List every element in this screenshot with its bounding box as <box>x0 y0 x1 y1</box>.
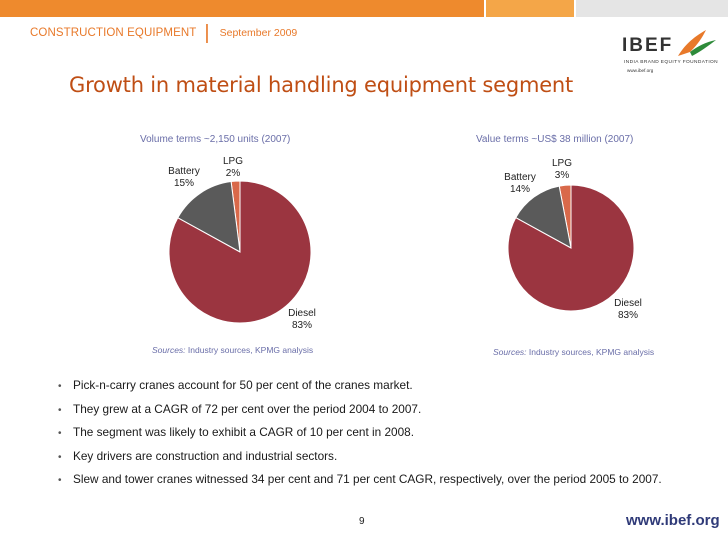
chart1-diesel-value: 83% <box>291 320 312 331</box>
list-item: • Key drivers are construction and indust… <box>58 449 662 463</box>
bullet-dot: • <box>58 451 62 463</box>
header-date: September 2009 <box>219 27 298 39</box>
pie-slice-diesel <box>168 180 312 324</box>
pie-slice-battery <box>177 181 241 253</box>
list-item: • Slew and tower cranes witnessed 34 per … <box>58 472 662 486</box>
chart1-lpg-label: LPG 2% <box>222 156 244 180</box>
chart1-lpg-name: LPG <box>222 156 243 167</box>
ibef-logo: IBEF INDIA BRAND EQUITY FOUNDATION www.i… <box>596 24 721 82</box>
chart1-source: Sources: Industry sources, KPMG analysis <box>152 345 313 355</box>
top-color-bar <box>0 0 728 17</box>
page-title: Growth in material handling equipment se… <box>69 73 574 97</box>
top-bar-light-orange <box>486 0 574 17</box>
header-separator: | <box>204 22 210 44</box>
chart2-source-text: Industry sources, KPMG analysis <box>528 347 655 357</box>
chart2-battery-name: Battery <box>504 172 536 183</box>
bullet-dot: • <box>58 475 62 487</box>
bullet-dot: • <box>58 428 62 440</box>
chart2-diesel-label: Diesel 83% <box>608 298 648 322</box>
chart2-battery-label: Battery 14% <box>499 172 541 196</box>
pie-slice-diesel <box>507 184 635 312</box>
pie-slice-battery <box>515 185 572 249</box>
chart1-diesel-label: Diesel 83% <box>282 308 322 332</box>
list-item: • Pick-n-carry cranes account for 50 per … <box>58 378 662 392</box>
footer-url[interactable]: www.ibef.org <box>626 512 720 529</box>
chart2-source: Sources: Industry sources, KPMG analysis <box>493 347 654 357</box>
chart1-battery-value: 15% <box>173 178 194 189</box>
header-category: CONSTRUCTION EQUIPMENT <box>30 27 197 39</box>
chart1-battery-label: Battery 15% <box>163 166 205 190</box>
logo-tagline: INDIA BRAND EQUITY FOUNDATION <box>624 60 719 65</box>
chart1-title: Volume terms ~2,150 units (2007) <box>140 134 291 145</box>
bullet-text: Pick-n-carry cranes account for 50 per c… <box>73 378 413 392</box>
bullet-list: • Pick-n-carry cranes account for 50 per … <box>58 378 662 496</box>
chart1-battery-name: Battery <box>168 166 200 177</box>
chart2-battery-value: 14% <box>509 184 530 195</box>
chart2-pie <box>507 184 635 312</box>
chart2-diesel-value: 83% <box>617 310 638 321</box>
chart2-title: Value terms ~US$ 38 million (2007) <box>476 134 634 145</box>
list-item: • The segment was likely to exhibit a CAG… <box>58 425 662 439</box>
chart1-pie <box>168 180 312 324</box>
top-bar-orange <box>0 0 484 17</box>
bullet-text: Key drivers are construction and industr… <box>73 448 338 463</box>
bullet-text: Slew and tower cranes witnessed 34 per c… <box>73 472 662 487</box>
chart1-lpg-value: 2% <box>225 168 241 179</box>
chart2-lpg-label: LPG 3% <box>550 158 574 182</box>
chart1-source-text: Industry sources, KPMG analysis <box>187 345 314 355</box>
logo-url: www.ibef.org <box>627 68 654 73</box>
bullet-text: They grew at a CAGR of 72 per cent over … <box>73 401 422 416</box>
chart2-lpg-name: LPG <box>551 158 572 169</box>
bird-icon <box>678 30 716 56</box>
page-number: 9 <box>359 516 365 527</box>
chart2-diesel-name: Diesel <box>614 298 642 309</box>
chart2-lpg-value: 3% <box>554 170 570 181</box>
logo-wordmark: IBEF <box>622 35 674 56</box>
bullet-dot: • <box>58 381 62 392</box>
bullet-dot: • <box>58 404 62 416</box>
list-item: • They grew at a CAGR of 72 per cent over… <box>58 402 662 416</box>
bullet-text: The segment was likely to exhibit a CAGR… <box>73 425 414 440</box>
top-bar-grey <box>576 0 728 17</box>
chart2-source-label: Sources: <box>493 347 527 357</box>
header-breadcrumb: CONSTRUCTION EQUIPMENT | September 2009 <box>30 22 298 44</box>
chart1-diesel-name: Diesel <box>288 308 316 319</box>
chart1-source-label: Sources: <box>152 345 186 355</box>
